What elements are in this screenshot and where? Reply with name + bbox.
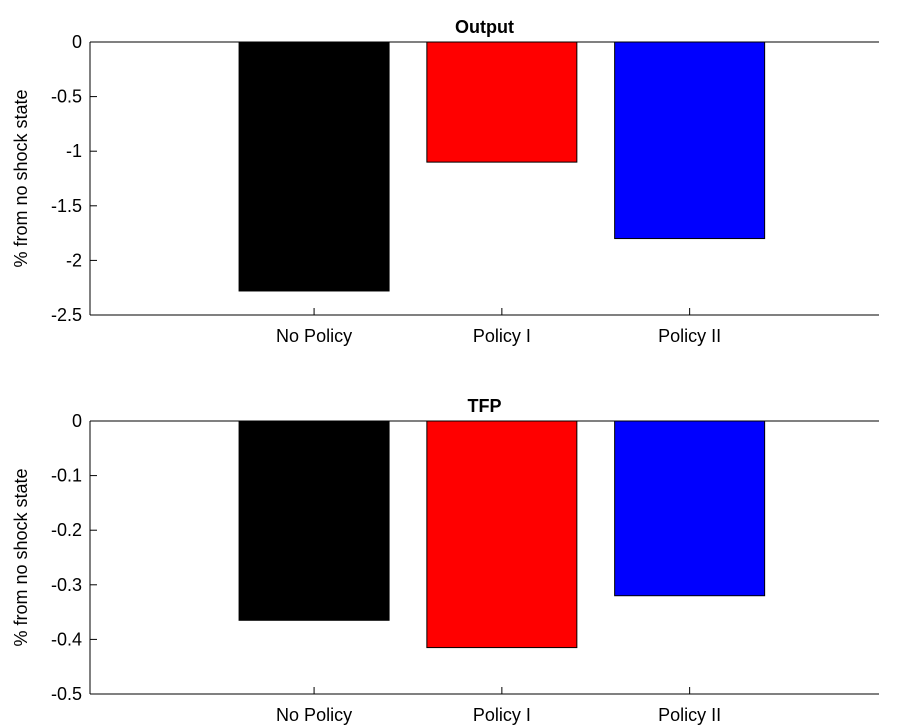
tfp-ylabel: % from no shock state	[11, 468, 31, 646]
output-ytick-label-0: 0	[72, 32, 82, 52]
output-ytick-label-1: -0.5	[51, 87, 82, 107]
output-bar-1	[426, 41, 578, 163]
tfp-title: TFP	[468, 396, 502, 416]
output-xtick-label-0: No Policy	[276, 326, 352, 346]
tfp-ytick-label-5: -0.5	[51, 684, 82, 704]
tfp-ytick-label-1: -0.1	[51, 466, 82, 486]
output-title: Output	[455, 17, 514, 37]
tfp-xtick-label-1: Policy I	[473, 705, 531, 725]
tfp-xtick-label-0: No Policy	[276, 705, 352, 725]
tfp-ytick-label-4: -0.4	[51, 629, 82, 649]
output-ytick-label-2: -1	[66, 141, 82, 161]
tfp-xtick-label-2: Policy II	[658, 705, 721, 725]
tfp-ytick-label-3: -0.3	[51, 575, 82, 595]
tfp-bar-1	[426, 420, 578, 649]
tfp-ytick-label-0: 0	[72, 411, 82, 431]
output-bar-0	[238, 41, 390, 292]
tfp-bar-0	[238, 420, 390, 621]
output-ylabel: % from no shock state	[11, 89, 31, 267]
output-xtick-label-1: Policy I	[473, 326, 531, 346]
output-ytick-label-3: -1.5	[51, 196, 82, 216]
output-xtick-label-2: Policy II	[658, 326, 721, 346]
output-bar-2	[614, 41, 766, 240]
tfp-ytick-label-2: -0.2	[51, 520, 82, 540]
output-ytick-label-4: -2	[66, 250, 82, 270]
output-ytick-label-5: -2.5	[51, 305, 82, 325]
tfp-bar-2	[614, 420, 766, 597]
